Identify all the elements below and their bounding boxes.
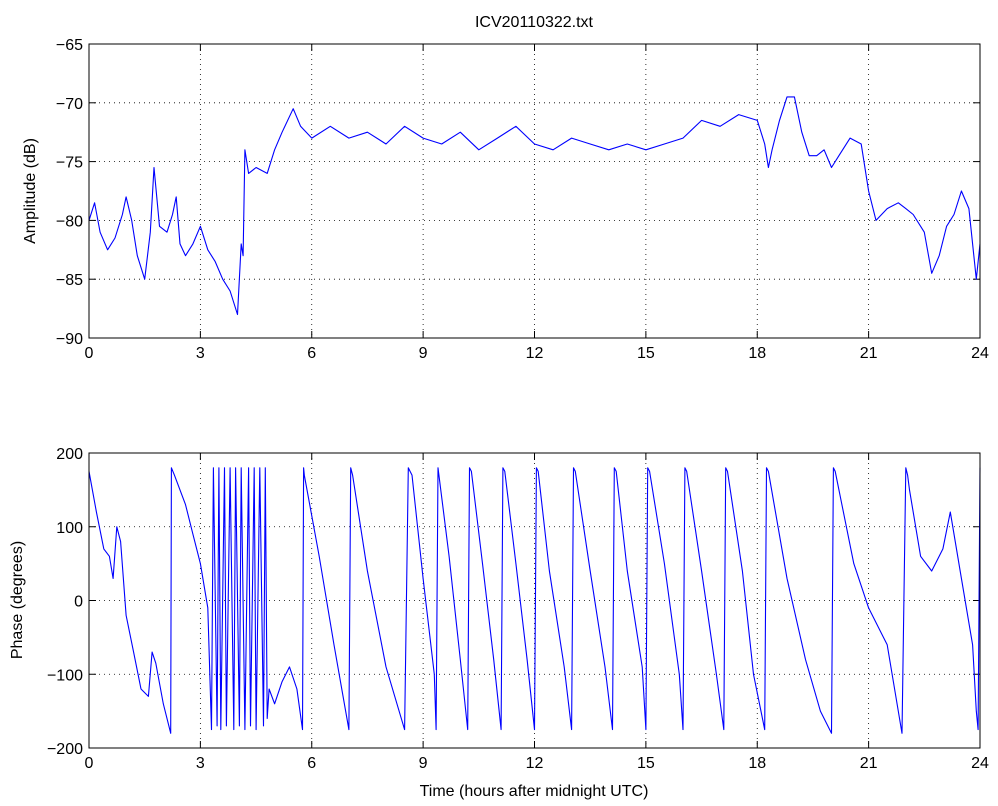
amplitude-ticks: 0 3 6 9 12 15 18 21 24 −90 −85 −80 −75 −70 −65 bbox=[56, 37, 989, 362]
x-tick-label: 18 bbox=[748, 345, 766, 362]
y-tick-label: −85 bbox=[56, 272, 83, 289]
x-tick-label: 15 bbox=[637, 345, 655, 362]
x-tick-label: 15 bbox=[637, 755, 655, 772]
x-tick-label: 21 bbox=[860, 345, 878, 362]
y-tick-label: −70 bbox=[56, 96, 83, 113]
x-tick-label: 21 bbox=[860, 755, 878, 772]
y-tick-label: 200 bbox=[56, 446, 83, 463]
x-tick-label: 24 bbox=[971, 345, 989, 362]
x-tick-label: 0 bbox=[85, 755, 94, 772]
y-tick-label: −100 bbox=[47, 667, 83, 684]
amplitude-plot: ICV20110322.txt 0 3 6 9 12 15 18 21 24 −90 −85 −80 −… bbox=[22, 14, 989, 362]
x-tick-label: 0 bbox=[85, 345, 94, 362]
x-tick-label: 6 bbox=[307, 345, 316, 362]
x-tick-label: 9 bbox=[419, 755, 428, 772]
y-tick-label: −90 bbox=[56, 331, 83, 348]
amplitude-series bbox=[88, 96, 981, 316]
series-line bbox=[88, 467, 981, 734]
y-tick-label: −80 bbox=[56, 213, 83, 230]
x-tick-label: 3 bbox=[196, 755, 205, 772]
phase-series bbox=[88, 467, 981, 734]
x-tick-label: 18 bbox=[748, 755, 766, 772]
x-axis-label: Time (hours after midnight UTC) bbox=[420, 783, 649, 800]
series-line bbox=[88, 96, 981, 316]
x-tick-label: 3 bbox=[196, 345, 205, 362]
y-tick-label: 0 bbox=[74, 594, 83, 611]
chart-title: ICV20110322.txt bbox=[475, 14, 594, 31]
x-tick-label: 6 bbox=[307, 755, 316, 772]
amplitude-grid bbox=[89, 44, 980, 338]
phase-y-axis-label: Phase (degrees) bbox=[9, 541, 26, 659]
x-tick-label: 24 bbox=[971, 755, 989, 772]
y-tick-label: 100 bbox=[56, 520, 83, 537]
amplitude-axes-box bbox=[88, 43, 981, 339]
x-tick-label: 12 bbox=[526, 345, 544, 362]
amplitude-y-axis-label: Amplitude (dB) bbox=[22, 138, 39, 244]
x-tick-label: 9 bbox=[419, 345, 428, 362]
y-tick-label: −75 bbox=[56, 155, 83, 172]
x-tick-label: 12 bbox=[526, 755, 544, 772]
y-tick-label: −200 bbox=[47, 741, 83, 758]
phase-ticks: 0 3 6 9 12 15 18 21 24 −200 −100 0 100 200 bbox=[47, 446, 989, 772]
phase-plot: 0 3 6 9 12 15 18 21 24 −200 −100 0 100 200 Phase (deg… bbox=[9, 446, 989, 800]
phase-axes-box bbox=[88, 452, 981, 749]
y-tick-label: −65 bbox=[56, 37, 83, 54]
